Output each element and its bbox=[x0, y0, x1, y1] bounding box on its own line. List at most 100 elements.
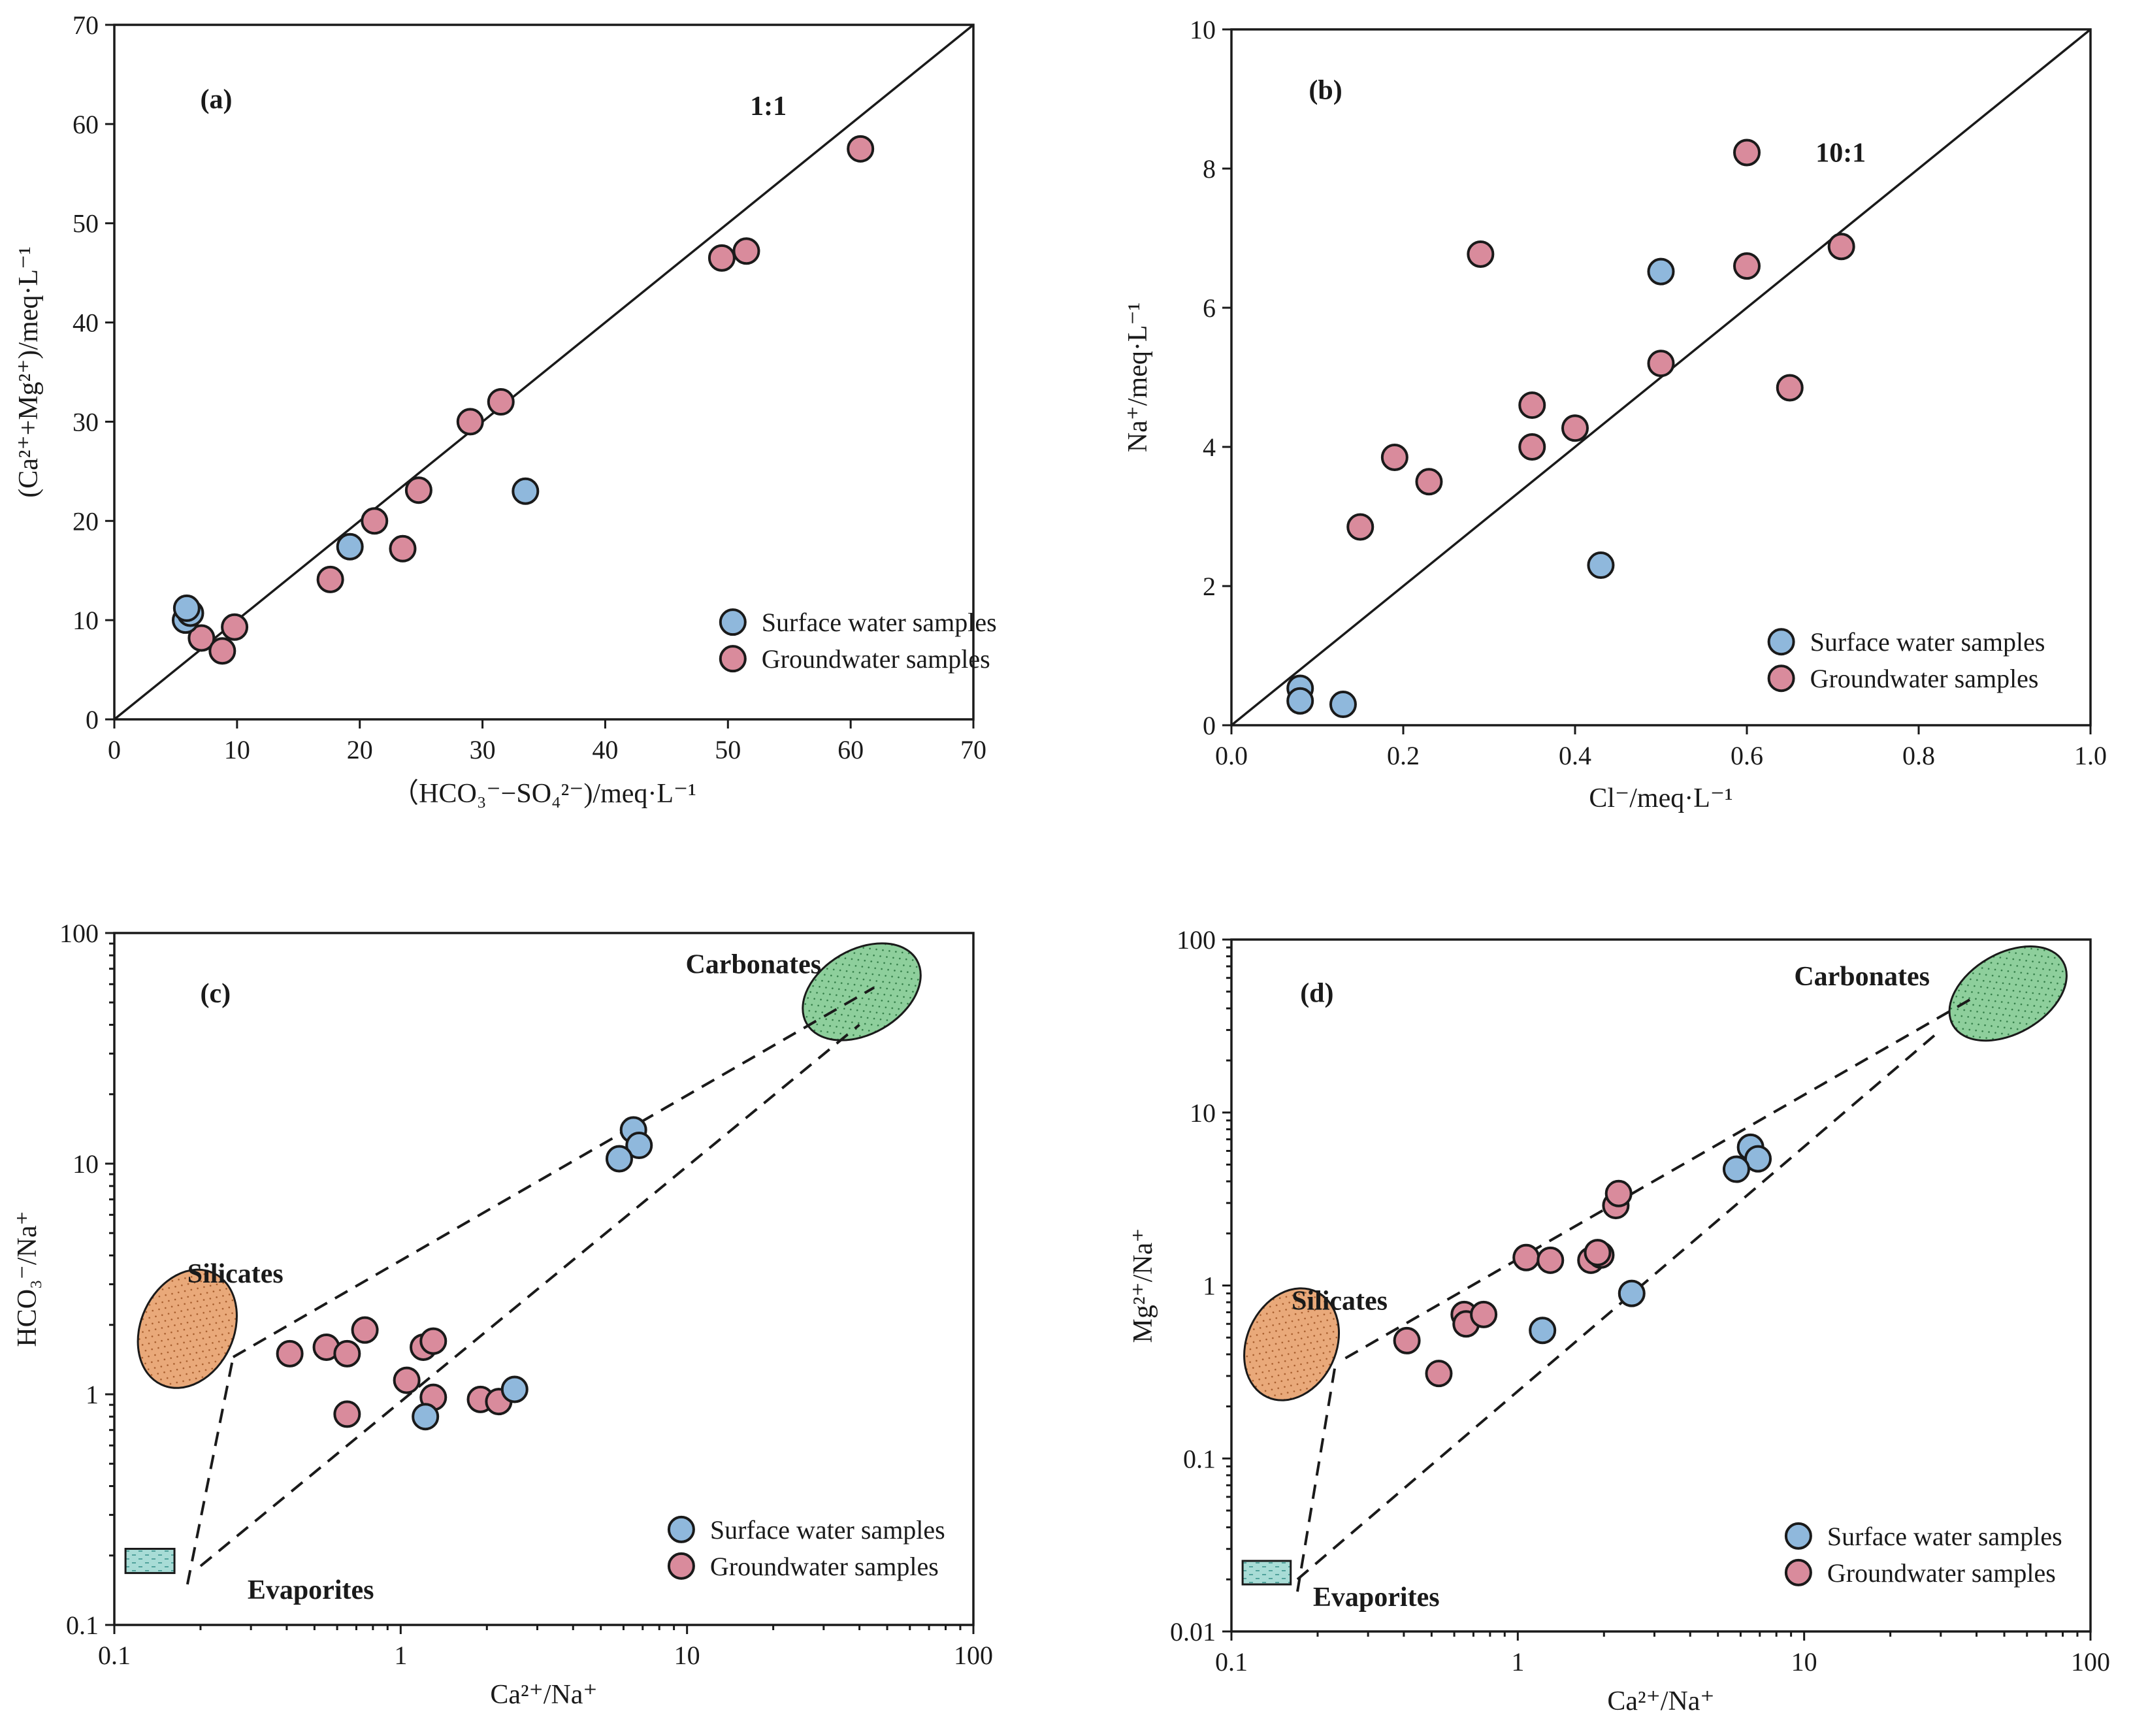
silicates-label: Silicates bbox=[187, 1259, 284, 1289]
y-tick-label: 4 bbox=[1203, 433, 1216, 462]
x-axis-label: Cl⁻/meq·L⁻¹ bbox=[1589, 783, 1732, 813]
groundwater-point bbox=[1415, 468, 1443, 496]
legend-entry: Groundwater samples bbox=[710, 1552, 939, 1581]
y-axis-label: (Ca²⁺+Mg²⁺)/meq·L⁻¹ bbox=[14, 246, 44, 498]
groundwater-point bbox=[847, 135, 875, 163]
x-tick-label: 40 bbox=[592, 735, 618, 764]
legend-marker bbox=[1767, 664, 1795, 693]
groundwater-point bbox=[1561, 414, 1589, 442]
carbonates-label: Carbonates bbox=[685, 949, 821, 979]
surface-water-point bbox=[1529, 1317, 1557, 1345]
groundwater-point bbox=[419, 1327, 447, 1355]
mixing-line bbox=[232, 986, 875, 1358]
y-tick-label: 10 bbox=[73, 606, 99, 635]
legend-entry: Surface water samples bbox=[1810, 627, 2045, 657]
x-tick-label: 10 bbox=[674, 1641, 700, 1670]
panel-tag: (b) bbox=[1309, 76, 1342, 106]
surface-water-point bbox=[605, 1145, 633, 1173]
x-tick-label: 0.1 bbox=[1215, 1647, 1248, 1677]
groundwater-point bbox=[389, 534, 417, 563]
legend-entry: Surface water samples bbox=[710, 1515, 945, 1545]
y-tick-label: 100 bbox=[1177, 925, 1216, 955]
groundwater-point bbox=[187, 624, 216, 652]
evaporites-region bbox=[1241, 1560, 1292, 1586]
y-tick-label: 10 bbox=[1190, 15, 1216, 44]
x-tick-label: 1.0 bbox=[2074, 741, 2107, 770]
surface-water-point bbox=[172, 594, 201, 622]
surface-water-point bbox=[412, 1403, 440, 1431]
legend-marker bbox=[1784, 1522, 1812, 1550]
silicates-label: Silicates bbox=[1292, 1286, 1388, 1317]
groundwater-point bbox=[333, 1400, 361, 1428]
x-tick-label: 100 bbox=[954, 1641, 993, 1670]
x-tick-label: 1 bbox=[1511, 1647, 1524, 1677]
legend-marker bbox=[667, 1515, 695, 1543]
surface-water-point bbox=[1587, 551, 1615, 580]
y-tick-label: 1 bbox=[1203, 1271, 1216, 1301]
groundwater-point bbox=[1776, 374, 1804, 402]
legend-marker bbox=[719, 645, 747, 673]
x-tick-label: 10 bbox=[224, 735, 250, 764]
groundwater-point bbox=[1584, 1239, 1612, 1267]
groundwater-point bbox=[1647, 350, 1675, 378]
surface-water-point bbox=[1618, 1279, 1646, 1307]
x-axis-label: Ca²⁺/Na⁺ bbox=[1607, 1686, 1714, 1716]
x-tick-label: 1 bbox=[394, 1641, 407, 1670]
groundwater-point bbox=[456, 408, 484, 436]
legend-marker bbox=[719, 608, 747, 636]
legend-entry: Groundwater samples bbox=[1810, 664, 2039, 693]
groundwater-point bbox=[732, 237, 760, 265]
groundwater-point bbox=[316, 565, 344, 593]
panel-tag: (a) bbox=[201, 85, 233, 115]
panel-tag: (d) bbox=[1300, 978, 1333, 1008]
y-tick-label: 40 bbox=[73, 308, 99, 338]
y-tick-label: 0.1 bbox=[1183, 1444, 1216, 1473]
plot-frame bbox=[113, 932, 975, 1626]
groundwater-point bbox=[708, 244, 736, 272]
surface-water-point bbox=[1286, 687, 1314, 715]
x-tick-label: 0.2 bbox=[1387, 741, 1420, 770]
legend-marker bbox=[1767, 628, 1795, 656]
y-axis-label: HCO₃⁻/Na⁺ bbox=[12, 1211, 42, 1347]
surface-water-point bbox=[1647, 257, 1675, 286]
y-axis-label: Na⁺/meq·L⁻¹ bbox=[1123, 303, 1153, 453]
surface-water-point bbox=[336, 532, 364, 561]
ratio-label: 1:1 bbox=[750, 91, 787, 122]
mixing-line bbox=[199, 1023, 860, 1567]
groundwater-point bbox=[221, 613, 249, 641]
surface-water-point bbox=[625, 1132, 653, 1160]
x-tick-label: 0.0 bbox=[1215, 741, 1248, 770]
groundwater-point bbox=[351, 1316, 379, 1344]
x-tick-label: 60 bbox=[838, 735, 864, 764]
plot-frame bbox=[1230, 28, 2092, 727]
groundwater-point bbox=[1346, 513, 1375, 541]
x-tick-label: 100 bbox=[2071, 1647, 2110, 1677]
groundwater-point bbox=[1425, 1360, 1453, 1388]
carbonates-region bbox=[802, 942, 922, 1041]
x-axis-label: Ca²⁺/Na⁺ bbox=[490, 1680, 597, 1710]
groundwater-point bbox=[1518, 391, 1546, 419]
groundwater-point bbox=[333, 1339, 361, 1368]
y-tick-label: 0 bbox=[1203, 711, 1216, 740]
groundwater-point bbox=[393, 1366, 421, 1394]
x-tick-label: 0.8 bbox=[1902, 741, 1935, 770]
evaporites-label: Evaporites bbox=[248, 1575, 374, 1605]
groundwater-point bbox=[1467, 240, 1495, 268]
evaporites-label: Evaporites bbox=[1313, 1582, 1440, 1613]
mixing-line bbox=[1296, 1028, 1942, 1580]
y-tick-label: 10 bbox=[73, 1149, 99, 1179]
groundwater-point bbox=[1380, 443, 1408, 471]
silicates-region bbox=[1243, 1287, 1341, 1401]
groundwater-point bbox=[1512, 1243, 1540, 1271]
groundwater-point bbox=[1393, 1326, 1421, 1354]
x-tick-label: 30 bbox=[470, 735, 496, 764]
mixing-line bbox=[1296, 1366, 1337, 1592]
groundwater-point bbox=[1537, 1246, 1565, 1274]
mixing-line bbox=[186, 1356, 235, 1585]
ratio-label: 10:1 bbox=[1815, 138, 1866, 168]
groundwater-point bbox=[208, 637, 236, 665]
legend-entry: Groundwater samples bbox=[762, 644, 990, 674]
x-tick-label: 50 bbox=[715, 735, 741, 764]
panel-c: Carbonates Silicates Evaporites 0.1 1 10 100 0.… bbox=[12, 919, 993, 1710]
